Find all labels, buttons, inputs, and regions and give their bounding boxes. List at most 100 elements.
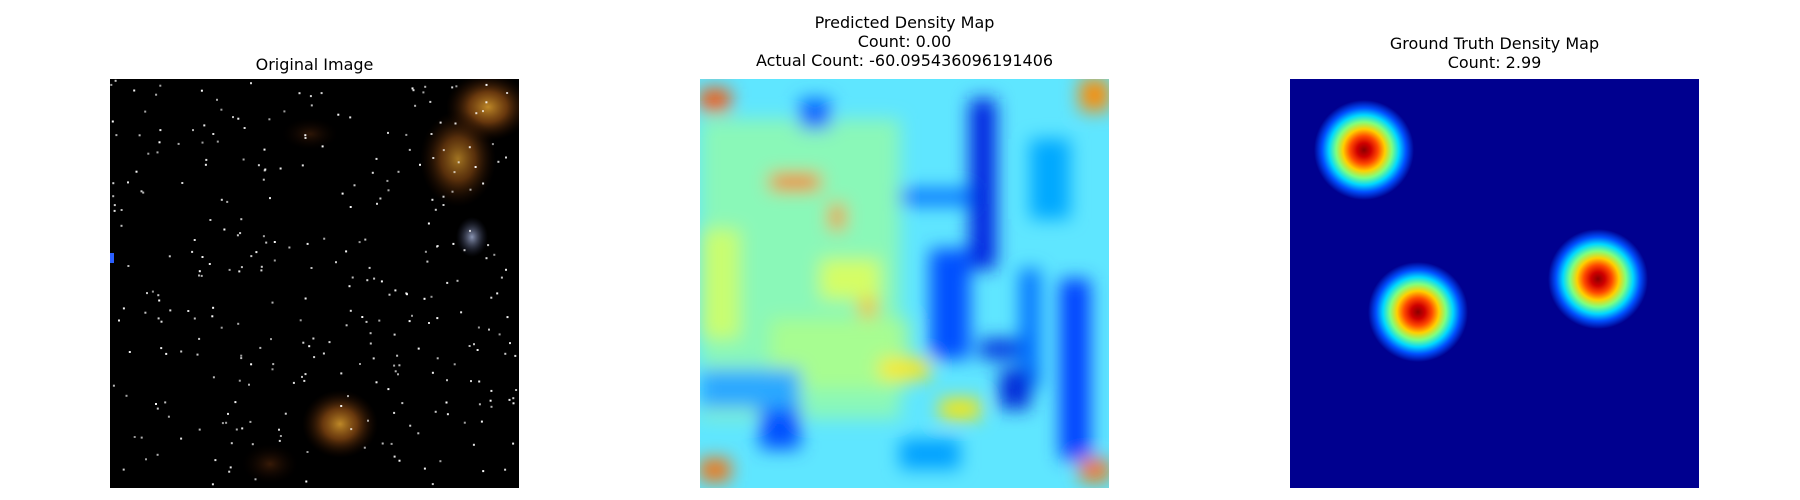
star bbox=[127, 265, 130, 267]
star bbox=[398, 459, 401, 462]
star bbox=[504, 352, 507, 355]
star bbox=[180, 350, 183, 353]
star bbox=[390, 442, 393, 445]
star bbox=[485, 101, 488, 104]
star bbox=[353, 184, 356, 187]
star bbox=[423, 467, 426, 470]
star bbox=[436, 317, 439, 320]
star bbox=[375, 157, 378, 160]
star bbox=[345, 324, 348, 327]
star bbox=[468, 345, 471, 347]
star bbox=[439, 460, 442, 463]
star bbox=[321, 145, 324, 148]
star bbox=[322, 352, 325, 355]
nebula-bottom-faint bbox=[242, 444, 298, 484]
star bbox=[212, 133, 215, 135]
star bbox=[200, 89, 203, 92]
star bbox=[140, 190, 143, 193]
star bbox=[223, 228, 226, 231]
star bbox=[200, 274, 203, 277]
star bbox=[187, 310, 190, 312]
star bbox=[446, 281, 449, 284]
star bbox=[241, 427, 244, 430]
star bbox=[115, 134, 118, 137]
star bbox=[478, 380, 481, 383]
star bbox=[214, 459, 217, 462]
star bbox=[144, 110, 147, 113]
star bbox=[509, 342, 511, 345]
star bbox=[301, 375, 303, 378]
star bbox=[169, 309, 172, 312]
star bbox=[160, 320, 163, 323]
star bbox=[304, 373, 307, 376]
star bbox=[340, 405, 343, 407]
star bbox=[125, 394, 128, 397]
star bbox=[271, 301, 274, 304]
star bbox=[157, 294, 160, 297]
star bbox=[363, 446, 366, 449]
star bbox=[168, 255, 171, 258]
blue-galaxy bbox=[456, 217, 488, 257]
star bbox=[387, 131, 389, 134]
star bbox=[358, 241, 361, 244]
star bbox=[514, 354, 517, 357]
star bbox=[460, 311, 463, 314]
star bbox=[493, 253, 496, 256]
star bbox=[122, 468, 125, 471]
star bbox=[393, 411, 396, 414]
star bbox=[110, 83, 113, 86]
star bbox=[167, 415, 170, 418]
star bbox=[359, 363, 361, 365]
star bbox=[278, 428, 280, 431]
star bbox=[237, 117, 240, 120]
star bbox=[369, 342, 372, 345]
star bbox=[498, 333, 501, 336]
star bbox=[240, 266, 243, 269]
star bbox=[235, 428, 238, 431]
star bbox=[292, 381, 295, 384]
predicted-title-line1: Predicted Density Map bbox=[814, 13, 995, 32]
star bbox=[273, 241, 276, 243]
star bbox=[388, 293, 391, 296]
star bbox=[177, 142, 180, 145]
star bbox=[512, 402, 515, 405]
star bbox=[432, 157, 435, 159]
star bbox=[393, 455, 396, 458]
star bbox=[230, 442, 233, 445]
star bbox=[227, 412, 229, 415]
star bbox=[128, 351, 131, 353]
star bbox=[262, 178, 265, 181]
star bbox=[386, 179, 389, 182]
star bbox=[372, 357, 375, 360]
star bbox=[476, 349, 479, 351]
star bbox=[442, 195, 445, 198]
star bbox=[303, 379, 306, 382]
star bbox=[111, 120, 114, 123]
star bbox=[112, 182, 115, 185]
star bbox=[436, 245, 438, 248]
star bbox=[482, 110, 484, 113]
star bbox=[469, 229, 471, 232]
star bbox=[145, 458, 147, 461]
star bbox=[506, 92, 509, 94]
star bbox=[497, 160, 500, 163]
star bbox=[265, 241, 268, 244]
star bbox=[328, 341, 331, 344]
star bbox=[279, 435, 282, 437]
star bbox=[211, 483, 214, 486]
star bbox=[238, 379, 241, 382]
star bbox=[270, 338, 272, 341]
star bbox=[165, 352, 168, 355]
star bbox=[212, 376, 215, 379]
star bbox=[500, 276, 503, 279]
star bbox=[313, 356, 316, 359]
star bbox=[350, 428, 353, 431]
star bbox=[250, 82, 252, 85]
star bbox=[504, 468, 507, 471]
star bbox=[512, 397, 515, 400]
star bbox=[113, 209, 116, 212]
star bbox=[157, 317, 160, 320]
star bbox=[288, 246, 291, 249]
star bbox=[480, 420, 483, 423]
star bbox=[198, 270, 201, 273]
